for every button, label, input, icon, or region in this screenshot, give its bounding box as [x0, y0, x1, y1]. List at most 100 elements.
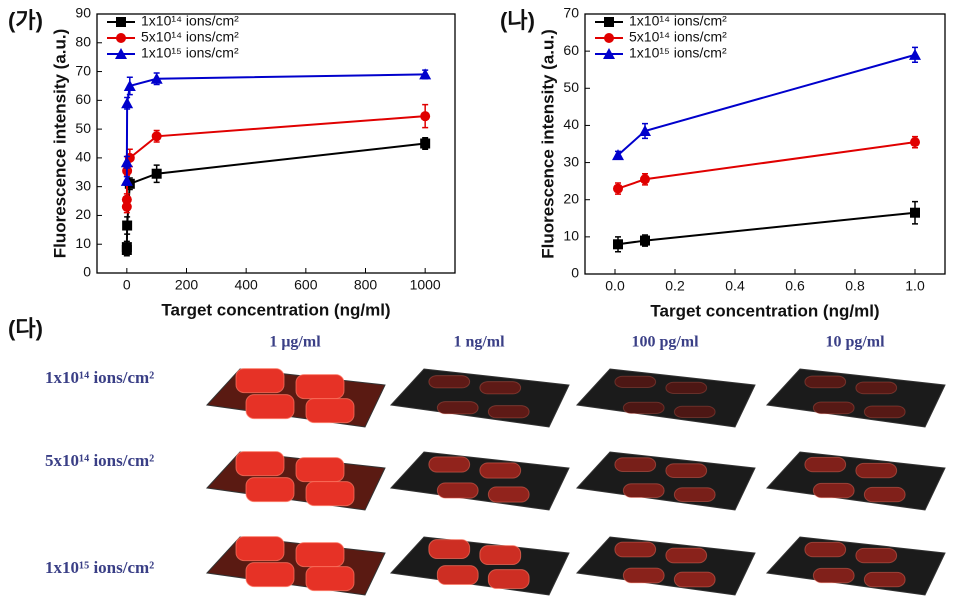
y-axis-label: Fluorescence intensity (a.u.)	[538, 29, 557, 259]
afm-image	[205, 368, 386, 428]
y-tick-label: 10	[75, 235, 91, 251]
legend-label: 1x10¹⁴ ions/cm²	[629, 13, 727, 29]
y-tick-label: 60	[563, 42, 579, 58]
series-line	[617, 53, 916, 156]
afm-feature	[305, 398, 355, 424]
panel-label: (다)	[8, 316, 43, 341]
afm-feature	[436, 401, 479, 415]
afm-image	[765, 451, 946, 511]
legend-label: 1x10¹⁴ ions/cm²	[141, 13, 239, 29]
afm-feature	[305, 481, 355, 507]
marker	[639, 125, 651, 136]
afm-base	[205, 368, 386, 428]
afm-feature	[863, 405, 906, 419]
afm-feature	[487, 569, 530, 590]
afm-feature	[812, 401, 855, 415]
afm-image	[389, 451, 570, 511]
afm-base	[575, 368, 756, 428]
marker	[419, 68, 432, 80]
marker	[121, 97, 134, 109]
afm-feature	[812, 482, 855, 499]
marker	[420, 138, 431, 149]
afm-base	[575, 536, 756, 596]
x-axis-label: Target concentration (ng/ml)	[161, 300, 390, 319]
series-line	[617, 211, 916, 246]
legend-marker	[116, 33, 126, 43]
marker	[123, 79, 136, 91]
marker	[120, 156, 133, 168]
afm-base	[575, 451, 756, 511]
x-tick-label: 0	[123, 277, 131, 293]
afm-feature	[863, 571, 906, 588]
afm-base	[205, 536, 386, 596]
x-tick-label: 800	[354, 277, 378, 293]
afm-image	[575, 536, 756, 596]
series-line	[125, 142, 426, 250]
marker	[613, 183, 623, 194]
afm-feature	[665, 381, 708, 394]
afm-feature	[855, 462, 898, 479]
afm-image	[389, 368, 570, 428]
legend-marker	[115, 48, 127, 59]
x-axis-label: Target concentration (ng/ml)	[650, 301, 879, 320]
afm-feature	[245, 477, 295, 503]
afm-feature	[804, 375, 847, 389]
series-line	[125, 115, 426, 207]
row-header: 1x10¹⁵ ions/cm²	[45, 558, 154, 577]
afm-base	[389, 536, 570, 596]
y-tick-label: 20	[563, 190, 579, 206]
afm-feature	[804, 541, 847, 558]
y-tick-label: 30	[563, 153, 579, 169]
y-tick-label: 50	[563, 79, 579, 95]
row-header: 1x10¹⁴ ions/cm²	[45, 368, 154, 387]
afm-feature	[295, 457, 345, 483]
marker	[150, 72, 163, 84]
row-header: 5x10¹⁴ ions/cm²	[45, 451, 154, 470]
x-tick-label: 0.6	[785, 278, 805, 294]
legend-label: 1x10¹⁵ ions/cm²	[141, 45, 239, 61]
afm-feature	[673, 571, 716, 588]
afm-base	[389, 368, 570, 428]
y-tick-label: 40	[75, 149, 91, 165]
y-tick-label: 70	[75, 62, 91, 78]
x-tick-label: 1000	[410, 277, 441, 293]
marker	[640, 235, 650, 246]
marker	[910, 137, 920, 148]
plot-frame	[96, 13, 456, 274]
afm-image	[765, 368, 946, 428]
column-header: 1 μg/ml	[269, 334, 321, 351]
afm-base	[389, 451, 570, 511]
y-tick-label: 80	[75, 33, 91, 49]
marker	[121, 194, 132, 205]
panel-label: (가)	[8, 8, 43, 33]
legend-label: 5x10¹⁴ ions/cm²	[141, 29, 239, 45]
afm-feature	[295, 542, 345, 568]
afm-feature	[487, 486, 530, 503]
afm-feature	[235, 451, 285, 477]
y-tick-label: 20	[75, 206, 91, 222]
panel-label: (나)	[500, 8, 535, 33]
marker	[420, 111, 431, 122]
marker	[640, 174, 650, 185]
afm-base	[205, 451, 386, 511]
afm-feature	[235, 368, 285, 394]
afm-feature	[487, 405, 530, 419]
marker	[151, 131, 162, 142]
legend-marker	[116, 17, 126, 27]
y-tick-label: 0	[83, 264, 91, 280]
marker	[613, 239, 623, 250]
marker	[122, 220, 133, 231]
x-tick-label: 0.8	[845, 278, 865, 294]
y-tick-label: 0	[571, 265, 579, 281]
afm-feature	[622, 567, 665, 584]
marker	[121, 242, 132, 253]
plot-frame	[584, 13, 946, 275]
column-header: 10 pg/ml	[825, 334, 885, 351]
afm-image	[389, 536, 570, 596]
afm-feature	[863, 486, 906, 503]
marker	[909, 48, 921, 60]
x-tick-label: 0.0	[605, 278, 625, 294]
afm-base	[765, 536, 946, 596]
afm-image	[205, 536, 386, 596]
